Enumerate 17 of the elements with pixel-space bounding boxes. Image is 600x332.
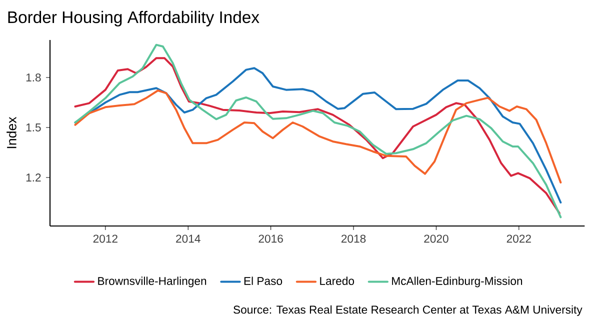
x-tick-label: 2014 bbox=[176, 234, 200, 243]
x-tick-label: 2012 bbox=[93, 234, 118, 243]
legend-label: Laredo bbox=[320, 276, 354, 285]
y-axis-title: Index bbox=[6, 116, 16, 148]
legend-label: El Paso bbox=[244, 276, 282, 285]
y-tick-label: 1.5 bbox=[26, 124, 41, 132]
legend-label: Brownsville-Harlingen bbox=[98, 276, 206, 288]
y-tick-label: 1.2 bbox=[26, 174, 41, 182]
source-note: Source: Texas Real Estate Research Center at Texas A&M University bbox=[234, 305, 582, 316]
x-tick-label: 2020 bbox=[424, 234, 448, 243]
legend-label: McAllen-Edinburg-Mission bbox=[392, 276, 522, 288]
y-tick-label: 1.8 bbox=[26, 73, 41, 82]
chart-title: Border Housing Affordability Index bbox=[8, 10, 260, 26]
line-series bbox=[74, 89, 562, 184]
x-tick-label: 2018 bbox=[341, 234, 366, 243]
x-tick-label: 2016 bbox=[258, 234, 283, 243]
x-tick-label: 2022 bbox=[506, 234, 531, 243]
